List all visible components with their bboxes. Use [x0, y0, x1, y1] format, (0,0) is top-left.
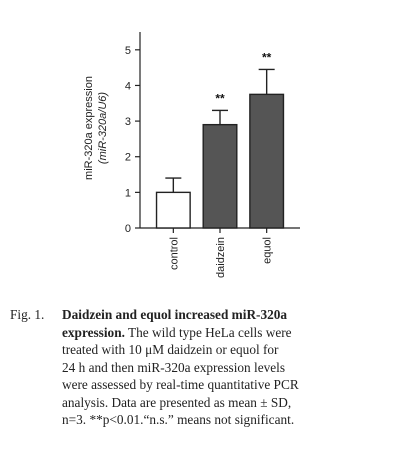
- significance-label-equol: **: [262, 50, 272, 64]
- bar-equol: [249, 93, 285, 229]
- bar-daidzein: [202, 123, 238, 229]
- figure-caption: Fig. 1. Daidzein and equol increased miR…: [10, 306, 392, 429]
- caption-bold-text: Daidzein and equol increased miR-320a: [62, 307, 288, 322]
- caption-line: expression. The wild type HeLa cells wer…: [62, 324, 392, 342]
- y-tick-label: 4: [125, 80, 131, 92]
- y-tick-labels: 0 1 2 3 4 5: [125, 45, 131, 235]
- significance-label-daidzein: **: [215, 91, 225, 105]
- caption-text: Daidzein and equol increased miR-320a exp…: [62, 306, 392, 429]
- caption-body-text: 24 h and then miR-320a expression levels: [62, 359, 286, 375]
- caption-line: treated with 10 μM daidzein or equol for: [62, 341, 392, 359]
- x-tick-label-daidzein: daidzein: [215, 237, 227, 278]
- x-tick-label-control: control: [168, 237, 180, 270]
- y-axis-label-line2: (miR-320a/U6): [97, 92, 109, 164]
- caption-label: Fig. 1.: [10, 307, 45, 322]
- caption-line: analysis. Data are presented as mean ± S…: [62, 394, 392, 412]
- y-tick-label: 5: [125, 45, 131, 57]
- caption-body-text: were assessed by real-time quantitative …: [62, 377, 299, 392]
- bar-chart: miR-320a expression (miR-320a/U6) ** ** c…: [83, 32, 300, 278]
- y-tick-label: 0: [125, 223, 131, 235]
- x-tick-labels: control daidzein equol: [168, 237, 273, 278]
- y-axis-label: miR-320a expression (miR-320a/U6): [83, 76, 109, 180]
- caption-bold-text: expression.: [62, 324, 125, 340]
- caption-line: were assessed by real-time quantitative …: [62, 376, 392, 394]
- y-tick-label: 2: [125, 152, 131, 164]
- bars: ** **: [155, 50, 285, 229]
- y-tick-label: 3: [125, 116, 131, 128]
- y-tick-label: 1: [125, 187, 131, 199]
- caption-body-text: The wild type HeLa cells were: [124, 324, 292, 340]
- caption-body-text: treated with 10 μM daidzein or equol for: [62, 342, 279, 357]
- caption-line: n=3. **p<0.01.“n.s.” means not significa…: [62, 411, 392, 429]
- caption-line: Daidzein and equol increased miR-320a: [62, 306, 392, 324]
- caption-body-text: n=3. **p<0.01.“n.s.” means not significa…: [62, 412, 295, 427]
- caption-body-text: analysis. Data are presented as mean ± S…: [62, 394, 292, 410]
- y-axis-label-line1: miR-320a expression: [83, 76, 95, 180]
- x-tick-label-equol: equol: [262, 237, 274, 264]
- caption-line: 24 h and then miR-320a expression levels: [62, 359, 392, 377]
- bar-control: [155, 191, 191, 229]
